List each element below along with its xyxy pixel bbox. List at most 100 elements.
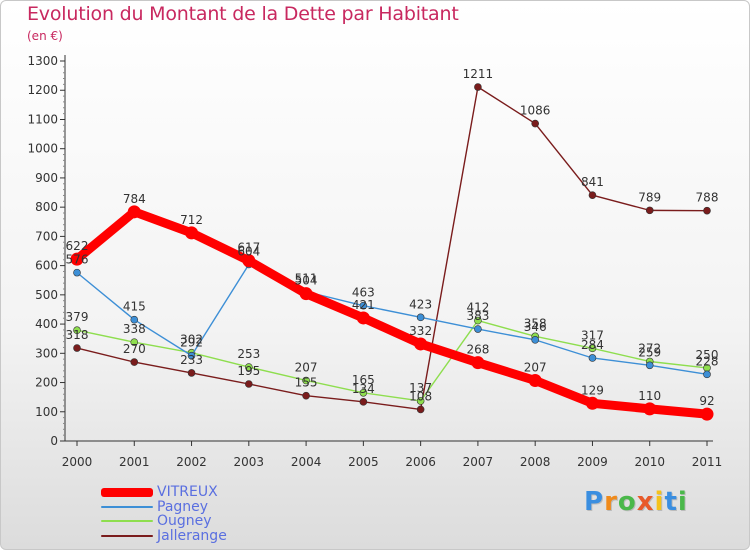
proxiti-logo: Proxiti	[584, 487, 688, 517]
data-point-ougney	[245, 363, 253, 371]
data-label: 259	[638, 345, 661, 359]
data-point-vitreux	[299, 287, 313, 301]
data-label: 346	[524, 320, 547, 334]
y-tick-label: 800	[35, 200, 58, 214]
legend: VITREUX Pagney Ougney Jallerange	[101, 485, 227, 543]
data-label: 250	[696, 348, 719, 362]
logo-letter: P	[584, 487, 605, 517]
x-tick-label: 2010	[634, 455, 665, 469]
logo-letter: i	[654, 487, 665, 517]
legend-item-jallerange: Jallerange	[101, 529, 227, 544]
data-point-vitreux	[127, 205, 141, 219]
data-label: 137	[409, 381, 432, 395]
data-label: 415	[123, 300, 146, 314]
logo-letter: i	[677, 487, 688, 517]
series-line-pagney	[76, 263, 708, 376]
data-point-ougney	[130, 338, 139, 347]
legend-item-vitreux: VITREUX	[101, 485, 227, 500]
data-label: 421	[352, 298, 375, 312]
series-line-jallerange	[76, 86, 708, 411]
legend-label: Pagney	[157, 498, 209, 515]
data-point-vitreux	[643, 402, 657, 416]
x-tick-label: 2004	[291, 455, 322, 469]
data-label: 332	[409, 324, 432, 338]
y-tick-label: 1100	[27, 112, 58, 126]
data-point-vitreux	[471, 356, 485, 370]
data-point-jallerange	[245, 380, 253, 388]
data-point-pagney	[73, 268, 81, 277]
data-point-jallerange	[302, 391, 310, 400]
y-tick-label: 500	[35, 288, 58, 302]
y-tick-label: 600	[35, 259, 58, 273]
data-label: 604	[237, 244, 260, 258]
data-point-pagney	[474, 325, 482, 333]
data-label: 338	[123, 322, 146, 336]
y-tick-label: 900	[35, 171, 58, 185]
data-point-jallerange	[73, 344, 81, 352]
x-tick-label: 2007	[463, 455, 494, 469]
data-label: 622	[66, 239, 89, 253]
data-point-pagney	[130, 315, 139, 324]
data-label: 165	[352, 373, 375, 387]
legend-swatch	[101, 534, 153, 537]
data-label: 712	[180, 213, 203, 227]
data-label: 302	[180, 333, 203, 347]
data-point-vitreux	[528, 373, 542, 387]
data-label: 195	[237, 364, 260, 378]
data-point-vitreux	[414, 337, 428, 351]
data-point-jallerange	[474, 83, 482, 91]
data-point-pagney	[531, 336, 539, 344]
data-point-jallerange	[130, 358, 139, 366]
series-line-vitreux	[72, 207, 712, 419]
y-tick-label: 1200	[27, 83, 58, 97]
data-point-pagney	[187, 351, 196, 360]
x-tick-label: 2001	[119, 455, 150, 469]
data-label: 784	[123, 192, 146, 206]
data-label: 233	[180, 353, 203, 367]
data-point-vitreux	[356, 311, 370, 325]
data-point-jallerange	[187, 369, 196, 377]
data-label: 358	[524, 316, 547, 330]
y-tick-label: 200	[35, 376, 58, 390]
data-point-vitreux	[700, 407, 714, 421]
data-point-pagney	[645, 361, 654, 370]
legend-swatch	[101, 487, 153, 497]
data-label: 292	[180, 336, 203, 350]
data-label: 841	[581, 175, 604, 189]
data-label: 789	[638, 190, 661, 204]
x-tick-label: 2006	[405, 455, 436, 469]
x-tick-label: 2005	[348, 455, 379, 469]
data-label: 379	[66, 310, 89, 324]
data-point-jallerange	[645, 206, 654, 215]
data-point-ougney	[588, 344, 597, 353]
legend-swatch	[101, 505, 153, 508]
data-label: 108	[409, 389, 432, 403]
x-tick-label: 2000	[62, 455, 93, 469]
logo-letter: x	[636, 487, 655, 517]
y-tick-label: 1300	[27, 54, 58, 68]
data-point-vitreux	[70, 252, 84, 266]
legend-item-pagney: Pagney	[101, 500, 227, 515]
y-tick-label: 100	[35, 405, 58, 419]
data-label: 253	[237, 347, 260, 361]
data-label: 617	[237, 241, 260, 255]
logo-letter: t	[664, 487, 678, 517]
data-point-ougney	[474, 316, 482, 325]
data-point-ougney	[359, 388, 368, 397]
data-point-jallerange	[359, 398, 368, 406]
data-point-pagney	[416, 313, 425, 322]
legend-item-ougney: Ougney	[101, 514, 227, 529]
data-label: 207	[524, 360, 547, 374]
data-label: 412	[466, 301, 489, 315]
data-point-pagney	[703, 370, 711, 379]
data-point-pagney	[588, 354, 597, 362]
data-point-ougney	[416, 397, 425, 405]
data-label: 511	[295, 272, 318, 286]
data-point-ougney	[302, 376, 310, 385]
legend-label: Jallerange	[157, 527, 227, 544]
x-tick-label: 2009	[577, 455, 608, 469]
data-label: 318	[66, 328, 89, 342]
data-point-vitreux	[242, 254, 256, 268]
